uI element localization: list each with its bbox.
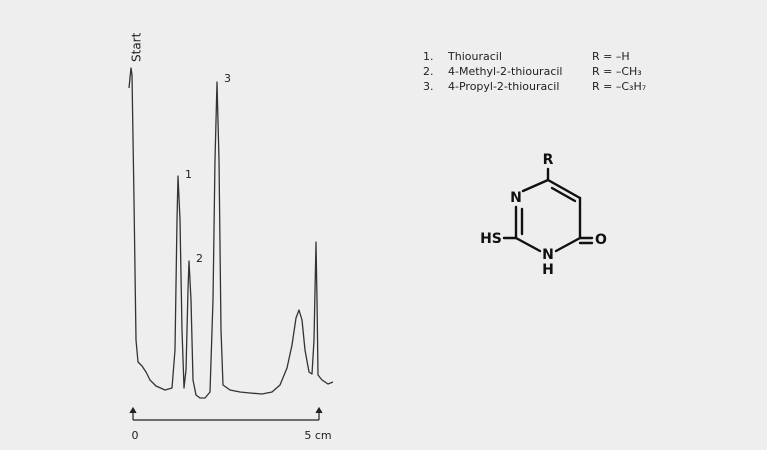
structure-bonds [502, 167, 594, 253]
peak-label: 3 [224, 72, 231, 85]
start-label: Start [130, 32, 144, 62]
chromatogram-trace [128, 67, 334, 399]
atom-label: N [542, 247, 554, 263]
peak-label: 1 [185, 168, 192, 181]
distance-axis [129, 406, 323, 421]
legend-number: 1. [423, 50, 434, 63]
atom-label: R [543, 152, 554, 168]
legend-name: 4-Methyl-2-thiouracil [448, 65, 562, 78]
axis-start-label: 0 [132, 429, 139, 442]
legend-name: Thiouracil [447, 50, 502, 63]
atom-label: HS [480, 231, 502, 247]
legend-substituent: R = –H [592, 50, 630, 63]
legend-number: 3. [423, 80, 434, 93]
legend-substituent: R = –C₃H₇ [592, 80, 646, 93]
atom-label: O [595, 232, 607, 248]
legend-number: 2. [423, 65, 434, 78]
atom-label: H [542, 262, 554, 278]
peak-label: 2 [196, 252, 203, 265]
axis-end-label: 5 cm [304, 429, 331, 442]
legend-name: 4-Propyl-2-thiouracil [448, 80, 559, 93]
legend-substituent: R = –CH₃ [592, 65, 642, 78]
atom-label: N [510, 190, 522, 206]
legend: 1. Thiouracil R = –H 2. 4-Methyl-2-thiou… [423, 50, 646, 93]
